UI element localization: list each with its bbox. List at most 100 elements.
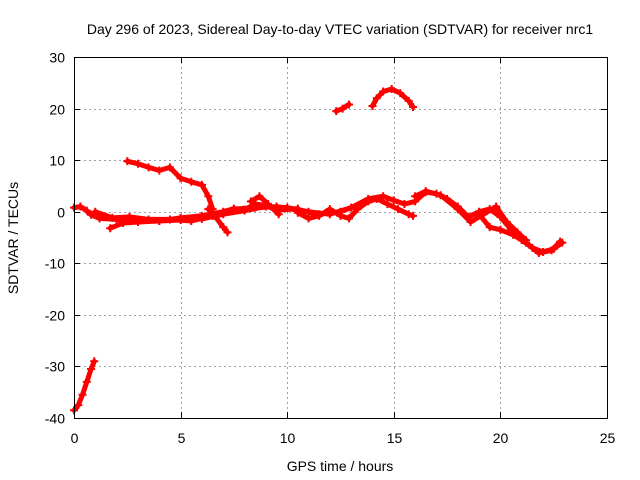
data-point	[421, 187, 430, 196]
data-point	[408, 211, 417, 220]
series-trace	[124, 158, 216, 212]
x-tick-label: 15	[387, 430, 403, 446]
data-point	[91, 207, 100, 216]
data-point	[144, 163, 153, 172]
data-point	[475, 210, 484, 219]
data-point	[274, 210, 283, 219]
data-point	[315, 211, 324, 220]
data-point	[197, 180, 206, 189]
data-point	[394, 205, 403, 214]
data-point	[408, 103, 417, 112]
data-point	[187, 177, 196, 186]
series-trace	[205, 206, 230, 235]
data-point	[336, 211, 345, 220]
data-point	[176, 174, 185, 183]
data-point	[502, 218, 511, 227]
data-series	[70, 84, 567, 415]
data-point	[155, 216, 164, 225]
data-point	[123, 157, 132, 166]
data-point	[338, 104, 347, 113]
y-tick-label: 30	[49, 50, 65, 66]
y-axis-label: SDTVAR / TECUs	[5, 182, 21, 294]
data-point	[197, 211, 206, 220]
data-point	[496, 225, 505, 234]
data-point	[87, 210, 96, 219]
chart-title: Day 296 of 2023, Sidereal Day-to-day VTE…	[87, 21, 593, 37]
data-point	[345, 100, 354, 109]
data-point	[108, 213, 117, 222]
data-point	[345, 214, 354, 223]
data-point	[453, 205, 462, 214]
data-point	[521, 238, 530, 247]
data-point	[466, 218, 475, 227]
data-point	[404, 96, 413, 105]
data-point	[492, 202, 501, 211]
data-point	[119, 219, 128, 228]
data-point	[219, 223, 228, 232]
data-point	[534, 248, 543, 257]
data-point	[240, 205, 249, 214]
data-point	[133, 159, 142, 168]
data-point	[74, 401, 83, 410]
data-point	[379, 192, 388, 201]
data-point	[155, 166, 164, 175]
data-point	[383, 199, 392, 208]
y-tick-label: 10	[49, 153, 65, 169]
series-trace	[248, 193, 282, 217]
data-point	[509, 230, 518, 239]
x-tick-label: 20	[493, 430, 509, 446]
data-point	[246, 197, 255, 206]
data-point	[411, 192, 420, 201]
data-point	[293, 208, 302, 217]
data-point	[176, 213, 185, 222]
data-point	[229, 204, 238, 213]
data-point	[396, 89, 405, 98]
data-point	[400, 199, 409, 208]
data-point	[78, 390, 87, 399]
y-tick-label: -30	[45, 359, 65, 375]
data-point	[372, 194, 381, 203]
data-point	[379, 87, 388, 96]
data-point	[165, 163, 174, 172]
data-point	[204, 192, 213, 201]
y-tick-label: -20	[45, 308, 65, 324]
data-point	[76, 202, 85, 211]
data-point	[133, 218, 142, 227]
y-tick-label: 20	[49, 102, 65, 118]
x-tick-label: 10	[280, 430, 296, 446]
data-point	[404, 210, 413, 219]
data-point	[223, 228, 232, 237]
data-point	[208, 205, 217, 214]
series-trace	[412, 188, 529, 243]
data-point	[106, 224, 115, 233]
data-point	[82, 377, 91, 386]
plot-frame	[74, 57, 608, 419]
y-tick-label: -40	[45, 411, 65, 427]
data-point	[387, 84, 396, 93]
data-point	[87, 365, 96, 374]
data-point	[255, 192, 264, 201]
data-point	[219, 207, 228, 216]
axis-ticks: 0 5 10 15 20 25 -40 -30 -20 -10 0 10 20 30	[45, 50, 616, 447]
data-point	[547, 246, 556, 255]
x-tick-label: 25	[600, 430, 616, 446]
data-point	[125, 212, 134, 221]
data-point	[353, 205, 362, 214]
data-point	[210, 211, 219, 220]
x-tick-label: 5	[178, 430, 186, 446]
data-point	[485, 223, 494, 232]
data-point	[368, 101, 377, 110]
data-point	[264, 199, 273, 208]
y-tick-label: -10	[45, 256, 65, 272]
data-point	[372, 94, 381, 103]
data-point	[436, 191, 445, 200]
data-point	[82, 206, 91, 215]
data-point	[556, 237, 565, 246]
data-point	[325, 205, 334, 214]
x-tick-label: 0	[71, 430, 79, 446]
data-point	[332, 107, 341, 116]
data-point	[364, 197, 373, 206]
x-axis-label: GPS time / hours	[287, 458, 394, 474]
